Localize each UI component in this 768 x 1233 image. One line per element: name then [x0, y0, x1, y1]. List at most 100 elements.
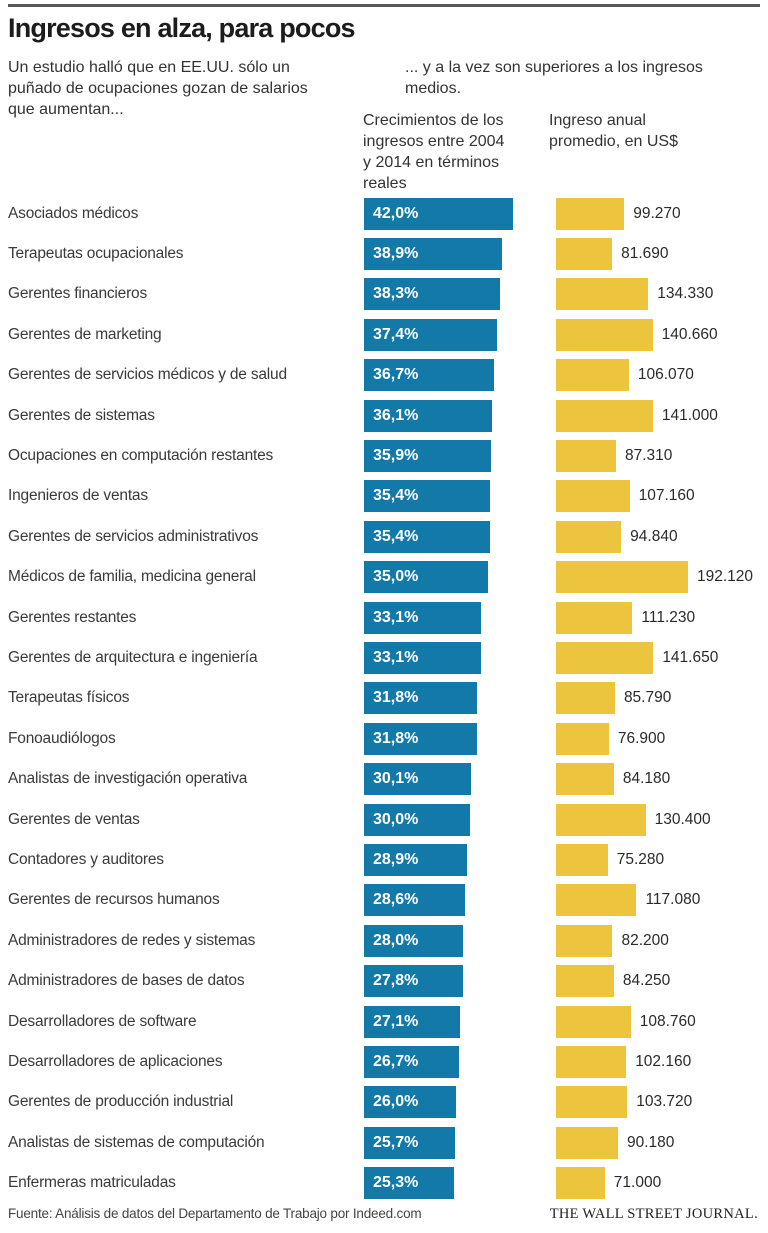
occupation-label: Gerentes de producción industrial — [8, 1093, 234, 1111]
occupation-label: Contadores y auditores — [8, 850, 164, 868]
income-value-label: 90.180 — [626, 1133, 675, 1151]
income-bar — [556, 1167, 605, 1200]
growth-value-label: 42,0% — [373, 204, 419, 222]
growth-value-label: 35,0% — [373, 568, 419, 586]
growth-value-label: 35,4% — [373, 487, 419, 505]
chart-row: Ocupaciones en computación restantes 35,… — [0, 436, 768, 476]
occupation-label: Gerentes de recursos humanos — [8, 891, 220, 909]
income-value-label: 108.760 — [639, 1012, 696, 1030]
income-bar — [556, 238, 613, 271]
occupation-label: Ingenieros de ventas — [8, 487, 148, 505]
growth-value-label: 38,9% — [373, 245, 419, 263]
income-bar — [556, 480, 630, 513]
footer: Fuente: Análisis de datos del Departamen… — [8, 1206, 758, 1223]
intro-text-right: ... y a la vez son superiores a los ingr… — [405, 59, 703, 97]
growth-value-label: 35,4% — [373, 527, 419, 545]
income-bar — [556, 318, 653, 351]
growth-bar: 31,8% — [364, 722, 477, 755]
income-bar — [556, 884, 637, 917]
income-value-label: 85.790 — [623, 689, 672, 707]
occupation-label: Administradores de redes y sistemas — [8, 931, 256, 949]
growth-bar: 30,1% — [364, 763, 471, 796]
chart-row: Médicos de familia, medicina general 35,… — [0, 557, 768, 597]
occupation-label: Desarrolladores de software — [8, 1012, 197, 1030]
income-value-label: 107.160 — [638, 487, 695, 505]
chart-row: Gerentes de servicios médicos y de salud… — [0, 355, 768, 395]
growth-bar: 33,1% — [364, 601, 482, 634]
occupation-label: Fonoaudiólogos — [8, 729, 116, 747]
income-value-label: 82.200 — [621, 931, 669, 949]
chart-row: Terapeutas físicos 31,8% 85.790 — [0, 678, 768, 718]
chart-row: Terapeutas ocupacionales 38,9% 81.690 — [0, 234, 768, 274]
growth-bar: 26,0% — [364, 1086, 457, 1119]
growth-bar: 35,4% — [364, 480, 490, 513]
growth-value-label: 26,0% — [373, 1093, 419, 1111]
growth-value-label: 25,3% — [373, 1174, 419, 1192]
chart-row: Gerentes de producción industrial 26,0% … — [0, 1082, 768, 1122]
growth-bar: 36,1% — [364, 399, 493, 432]
occupation-label: Gerentes de servicios médicos y de salud — [8, 366, 287, 384]
growth-bar: 42,0% — [364, 197, 513, 230]
occupation-label: Asociados médicos — [8, 204, 139, 222]
occupation-label: Gerentes de marketing — [8, 325, 162, 343]
chart-row: Gerentes de sistemas 36,1% 141.000 — [0, 395, 768, 435]
intro-text-left: Un estudio halló que en EE.UU. sólo un p… — [8, 59, 308, 118]
growth-column-header: Crecimientos de los ingresos entre 2004 … — [363, 112, 505, 192]
occupation-label: Gerentes de ventas — [8, 810, 140, 828]
chart-row: Enfermeras matriculadas 25,3% 71.000 — [0, 1163, 768, 1203]
growth-bar: 37,4% — [364, 318, 497, 351]
income-bar — [556, 763, 614, 796]
chart-row: Ingenieros de ventas 35,4% 107.160 — [0, 476, 768, 516]
income-bar — [556, 682, 615, 715]
income-bar — [556, 197, 625, 230]
income-value-label: 117.080 — [645, 891, 701, 909]
growth-value-label: 28,0% — [373, 931, 419, 949]
income-value-label: 103.720 — [636, 1093, 693, 1111]
income-value-label: 134.330 — [657, 285, 714, 303]
income-bar — [556, 359, 629, 392]
income-value-label: 94.840 — [630, 527, 678, 545]
income-value-label: 75.280 — [616, 850, 665, 868]
income-value-label: 102.160 — [635, 1052, 692, 1070]
occupation-label: Administradores de bases de datos — [8, 972, 245, 990]
income-bar — [556, 561, 688, 594]
occupation-label: Desarrolladores de aplicaciones — [8, 1052, 223, 1070]
income-value-label: 106.070 — [637, 366, 694, 384]
income-value-label: 141.650 — [662, 648, 719, 666]
chart-row: Desarrolladores de aplicaciones 26,7% 10… — [0, 1042, 768, 1082]
occupation-label: Médicos de familia, medicina general — [8, 568, 256, 586]
growth-bar: 25,7% — [364, 1126, 456, 1159]
income-bar — [556, 1045, 627, 1078]
income-bar — [556, 278, 649, 311]
growth-bar: 27,8% — [364, 965, 463, 998]
income-bar — [556, 641, 654, 674]
income-value-label: 71.000 — [613, 1174, 662, 1192]
chart-row: Gerentes de arquitectura e ingeniería 33… — [0, 638, 768, 678]
income-value-label: 81.690 — [621, 245, 669, 263]
growth-value-label: 33,1% — [373, 648, 419, 666]
income-bar — [556, 1005, 631, 1038]
chart-row: Gerentes financieros 38,3% 134.330 — [0, 274, 768, 314]
growth-value-label: 27,1% — [373, 1012, 419, 1030]
occupation-label: Enfermeras matriculadas — [8, 1174, 176, 1192]
chart-row: Gerentes de recursos humanos 28,6% 117.0… — [0, 880, 768, 920]
income-value-label: 140.660 — [661, 325, 718, 343]
growth-bar: 38,3% — [364, 278, 500, 311]
growth-value-label: 37,4% — [373, 325, 419, 343]
growth-bar: 28,0% — [364, 924, 464, 957]
income-bar — [556, 601, 633, 634]
chart-title: Ingresos en alza, para pocos — [8, 13, 356, 43]
income-value-label: 111.230 — [641, 608, 696, 626]
income-value-label: 76.900 — [617, 729, 666, 747]
occupation-label: Gerentes financieros — [8, 285, 148, 303]
growth-value-label: 28,6% — [373, 891, 419, 909]
chart-row: Administradores de bases de datos 27,8% … — [0, 961, 768, 1001]
occupation-label: Ocupaciones en computación restantes — [8, 447, 274, 465]
income-value-label: 84.180 — [622, 770, 671, 788]
growth-value-label: 33,1% — [373, 608, 419, 626]
occupation-label: Terapeutas físicos — [8, 689, 130, 707]
chart-row: Asociados médicos 42,0% 99.270 — [0, 194, 768, 234]
occupation-label: Gerentes de arquitectura e ingeniería — [8, 648, 258, 666]
chart-row: Gerentes de servicios administrativos 35… — [0, 517, 768, 557]
income-value-label: 99.270 — [633, 204, 681, 222]
